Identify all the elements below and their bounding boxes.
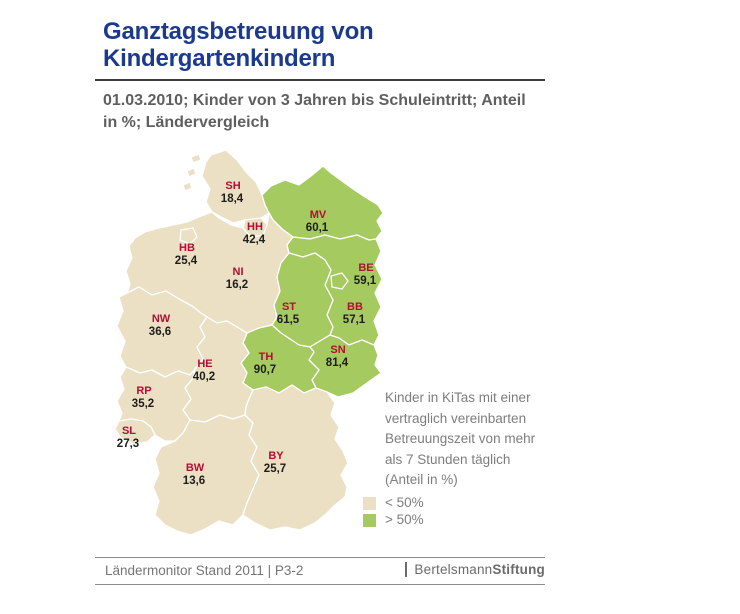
footer-source: Ländermonitor Stand 2011 | P3-2 bbox=[105, 563, 304, 578]
state-value-BW: 13,6 bbox=[183, 475, 205, 487]
state-value-TH: 90,7 bbox=[254, 364, 276, 376]
state-code-HE: HE bbox=[197, 358, 212, 370]
state-value-HH: 42,4 bbox=[243, 234, 266, 246]
legend-label-above: > 50% bbox=[385, 511, 424, 527]
state-code-MV: MV bbox=[310, 209, 327, 221]
state-value-SN: 81,4 bbox=[326, 357, 349, 369]
state-value-HB: 25,4 bbox=[175, 255, 198, 267]
page-title: Ganztagsbetreuung von Kindergartenkinder… bbox=[103, 18, 374, 72]
state-shape-BY bbox=[242, 384, 349, 531]
state-shape-HH bbox=[242, 217, 268, 238]
legend-description: Kinder in KiTas mit einer vertraglich ve… bbox=[385, 390, 536, 487]
state-code-SH: SH bbox=[225, 180, 240, 192]
page-subtitle: 01.03.2010; Kinder von 3 Jahren bis Schu… bbox=[103, 92, 526, 131]
state-code-NW: NW bbox=[152, 313, 171, 325]
map-legend: Kinder in KiTas mit einer vertraglich ve… bbox=[363, 388, 553, 529]
state-value-ST: 61,5 bbox=[277, 314, 300, 326]
state-value-BB: 57,1 bbox=[343, 314, 366, 326]
state-value-NI: 16,2 bbox=[226, 279, 248, 291]
state-value-RP: 35,2 bbox=[132, 398, 154, 410]
state-code-NI: NI bbox=[233, 266, 244, 278]
state-shape-HB bbox=[179, 227, 198, 245]
state-value-SH: 18,4 bbox=[221, 193, 244, 205]
state-code-HB: HB bbox=[179, 242, 195, 254]
legend-item-above: > 50% bbox=[363, 512, 553, 529]
state-value-BY: 25,7 bbox=[264, 463, 286, 475]
north-sea-island-shape bbox=[190, 153, 202, 164]
state-code-BW: BW bbox=[186, 462, 205, 474]
state-shape-BE bbox=[330, 272, 349, 290]
legend-label-below: < 50% bbox=[385, 494, 424, 510]
state-value-HE: 40,2 bbox=[193, 371, 215, 383]
logo-text-2: Stiftung bbox=[492, 562, 545, 577]
legend-swatch-below-50-icon bbox=[363, 496, 376, 510]
state-code-SL: SL bbox=[122, 425, 136, 437]
north-sea-island-shape bbox=[186, 167, 197, 178]
north-sea-island-shape bbox=[182, 181, 193, 192]
footer-divider-bottom bbox=[95, 584, 545, 585]
legend-swatch-above-50-icon bbox=[363, 513, 376, 527]
logo-text-1: Bertelsmann bbox=[414, 562, 493, 577]
state-code-BY: BY bbox=[268, 450, 284, 462]
state-code-TH: TH bbox=[259, 351, 274, 363]
state-value-SL: 27,3 bbox=[117, 438, 139, 450]
state-value-MV: 60,1 bbox=[306, 222, 329, 234]
state-value-NW: 36,6 bbox=[149, 326, 171, 338]
state-code-HH: HH bbox=[247, 221, 263, 233]
title-divider bbox=[95, 79, 545, 81]
logo-bar-icon bbox=[405, 562, 408, 577]
state-code-RP: RP bbox=[136, 385, 151, 397]
footer-divider-top bbox=[95, 557, 545, 558]
state-code-BB: BB bbox=[347, 301, 363, 313]
bertelsmann-stiftung-logo: Bertelsmann Stiftung bbox=[405, 562, 545, 577]
state-shape-SL bbox=[114, 418, 156, 445]
state-value-BE: 59,1 bbox=[354, 275, 377, 287]
legend-item-below: < 50% bbox=[363, 495, 553, 512]
state-code-ST: ST bbox=[282, 301, 296, 313]
state-code-SN: SN bbox=[330, 344, 345, 356]
state-code-BE: BE bbox=[358, 262, 373, 274]
